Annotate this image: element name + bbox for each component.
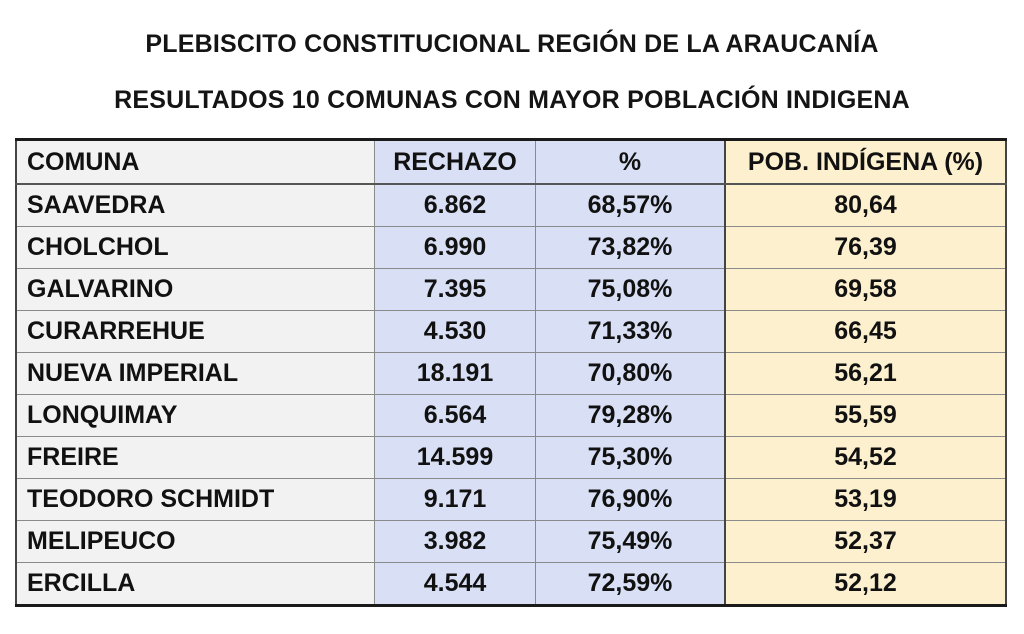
table-header-row: COMUNA RECHAZO % POB. INDÍGENA (%) xyxy=(15,139,1007,185)
cell-percent: 75,08% xyxy=(535,268,726,311)
cell-rechazo: 14.599 xyxy=(374,436,536,479)
cell-comuna: GALVARINO xyxy=(15,268,375,311)
cell-rechazo: 9.171 xyxy=(374,478,536,521)
cell-comuna: NUEVA IMPERIAL xyxy=(15,352,375,395)
cell-rechazo: 4.544 xyxy=(374,562,536,606)
cell-rechazo: 7.395 xyxy=(374,268,536,311)
cell-rechazo: 4.530 xyxy=(374,310,536,353)
cell-poblacion-indigena: 76,39 xyxy=(724,226,1007,269)
table-row: GALVARINO 7.395 75,08% 69,58 xyxy=(15,268,1007,311)
table-row: TEODORO SCHMIDT 9.171 76,90% 53,19 xyxy=(15,478,1007,521)
header-percent: % xyxy=(535,139,726,185)
header-poblacion-indigena: POB. INDÍGENA (%) xyxy=(724,139,1007,185)
cell-percent: 70,80% xyxy=(535,352,726,395)
cell-poblacion-indigena: 66,45 xyxy=(724,310,1007,353)
cell-comuna: MELIPEUCO xyxy=(15,520,375,563)
cell-percent: 75,49% xyxy=(535,520,726,563)
table-row: ERCILLA 4.544 72,59% 52,12 xyxy=(15,562,1007,606)
cell-percent: 72,59% xyxy=(535,562,726,606)
cell-poblacion-indigena: 53,19 xyxy=(724,478,1007,521)
cell-comuna: CURARREHUE xyxy=(15,310,375,353)
cell-rechazo: 18.191 xyxy=(374,352,536,395)
table-row: MELIPEUCO 3.982 75,49% 52,37 xyxy=(15,520,1007,563)
cell-comuna: FREIRE xyxy=(15,436,375,479)
cell-poblacion-indigena: 52,12 xyxy=(724,562,1007,606)
cell-poblacion-indigena: 56,21 xyxy=(724,352,1007,395)
cell-comuna: LONQUIMAY xyxy=(15,394,375,437)
table-row: NUEVA IMPERIAL 18.191 70,80% 56,21 xyxy=(15,352,1007,395)
cell-poblacion-indigena: 80,64 xyxy=(724,184,1007,227)
cell-comuna: SAAVEDRA xyxy=(15,184,375,227)
cell-rechazo: 6.990 xyxy=(374,226,536,269)
cell-rechazo: 3.982 xyxy=(374,520,536,563)
cell-percent: 71,33% xyxy=(535,310,726,353)
cell-percent: 76,90% xyxy=(535,478,726,521)
cell-rechazo: 6.862 xyxy=(374,184,536,227)
table-row: CURARREHUE 4.530 71,33% 66,45 xyxy=(15,310,1007,353)
table-row: FREIRE 14.599 75,30% 54,52 xyxy=(15,436,1007,479)
cell-comuna: TEODORO SCHMIDT xyxy=(15,478,375,521)
cell-percent: 68,57% xyxy=(535,184,726,227)
results-table: COMUNA RECHAZO % POB. INDÍGENA (%) SAAVE… xyxy=(15,138,1007,607)
page-subtitle: RESULTADOS 10 COMUNAS CON MAYOR POBLACIÓ… xyxy=(114,86,910,114)
table-row: LONQUIMAY 6.564 79,28% 55,59 xyxy=(15,394,1007,437)
cell-percent: 75,30% xyxy=(535,436,726,479)
table-row: CHOLCHOL 6.990 73,82% 76,39 xyxy=(15,226,1007,269)
cell-comuna: CHOLCHOL xyxy=(15,226,375,269)
cell-poblacion-indigena: 55,59 xyxy=(724,394,1007,437)
header-comuna: COMUNA xyxy=(15,139,375,185)
cell-poblacion-indigena: 69,58 xyxy=(724,268,1007,311)
cell-rechazo: 6.564 xyxy=(374,394,536,437)
cell-percent: 73,82% xyxy=(535,226,726,269)
cell-comuna: ERCILLA xyxy=(15,562,375,606)
cell-poblacion-indigena: 52,37 xyxy=(724,520,1007,563)
cell-percent: 79,28% xyxy=(535,394,726,437)
header-rechazo: RECHAZO xyxy=(374,139,536,185)
cell-poblacion-indigena: 54,52 xyxy=(724,436,1007,479)
page-title: PLEBISCITO CONSTITUCIONAL REGIÓN DE LA A… xyxy=(145,30,879,58)
table-row: SAAVEDRA 6.862 68,57% 80,64 xyxy=(15,184,1007,227)
